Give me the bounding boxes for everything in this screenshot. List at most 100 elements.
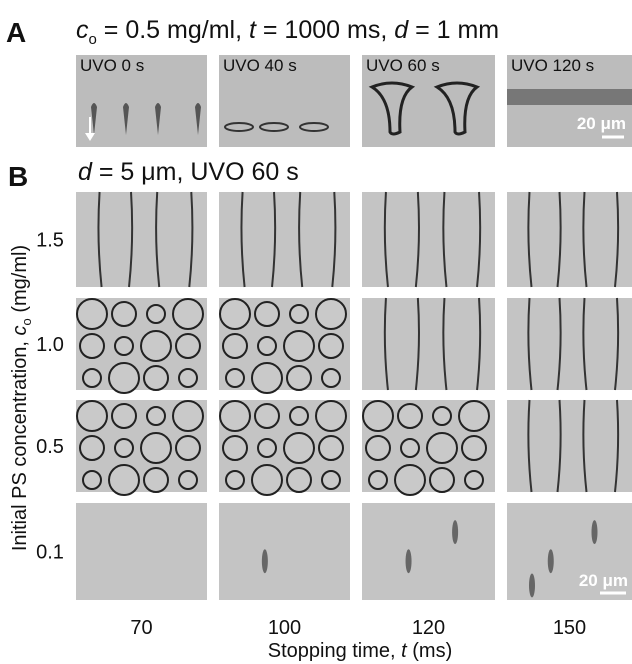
- droplet: [433, 81, 481, 136]
- stripe: [614, 399, 620, 493]
- cell: [251, 464, 283, 496]
- cell: [143, 365, 169, 391]
- cell: [225, 470, 245, 490]
- row-label: 1.0: [36, 334, 64, 356]
- cell: [286, 365, 312, 391]
- cell: [225, 368, 245, 388]
- cell: [82, 470, 102, 490]
- stripe: [188, 191, 194, 288]
- cell: [321, 368, 341, 388]
- column-label: 100: [268, 617, 301, 639]
- droplet: [259, 122, 289, 132]
- y-axis-label: Initial PS concentration, co (mg/ml): [9, 245, 34, 551]
- stripe: [414, 297, 420, 391]
- stripe: [614, 191, 620, 288]
- image-label: UVO 0 s: [80, 56, 144, 75]
- cell: [365, 435, 391, 461]
- column-label: 150: [553, 617, 586, 639]
- cell: [178, 470, 198, 490]
- stripe: [298, 191, 304, 288]
- stripe: [614, 297, 620, 391]
- micrograph: [507, 298, 632, 390]
- arrow-head: [85, 133, 95, 141]
- cell: [219, 298, 251, 330]
- cell: [321, 470, 341, 490]
- cell: [397, 403, 423, 429]
- micrograph: [507, 400, 632, 492]
- cell: [108, 362, 140, 394]
- scale-bar-label: 20 μm: [577, 114, 626, 133]
- cell: [257, 336, 277, 356]
- cell: [318, 333, 344, 359]
- panel-label: B: [8, 161, 28, 192]
- droplet: [368, 81, 416, 136]
- cell: [315, 400, 347, 432]
- image-label: UVO 120 s: [511, 56, 594, 75]
- stripe: [414, 191, 420, 288]
- cell: [146, 406, 166, 426]
- stripe: [128, 191, 134, 288]
- cell: [289, 304, 309, 324]
- cell: [82, 368, 102, 388]
- cell: [429, 467, 455, 493]
- column-label: 70: [130, 617, 152, 639]
- droplet: [591, 520, 598, 545]
- cell: [108, 464, 140, 496]
- cell: [254, 301, 280, 327]
- scale-bar-label: 20 μm: [579, 571, 628, 590]
- row-label: 0.5: [36, 436, 64, 458]
- stripe: [556, 399, 562, 493]
- cell: [76, 298, 108, 330]
- cell: [458, 400, 490, 432]
- droplet: [91, 103, 97, 135]
- cell: [146, 304, 166, 324]
- cell: [76, 400, 108, 432]
- cell: [400, 438, 420, 458]
- column-label: 120: [412, 617, 445, 639]
- stripe: [582, 191, 588, 288]
- cell: [464, 470, 484, 490]
- cell: [432, 406, 452, 426]
- cell: [318, 435, 344, 461]
- image-label: UVO 40 s: [223, 56, 297, 75]
- cell: [79, 435, 105, 461]
- cell: [286, 467, 312, 493]
- stripe: [527, 297, 533, 391]
- panel-b-title: d = 5 μm, UVO 60 s: [78, 158, 299, 186]
- cell: [172, 400, 204, 432]
- stripe: [527, 399, 533, 493]
- cell: [178, 368, 198, 388]
- cell: [362, 400, 394, 432]
- cell: [222, 333, 248, 359]
- micrograph: [76, 503, 207, 600]
- stripe: [582, 399, 588, 493]
- droplet: [123, 103, 129, 135]
- stripe: [556, 297, 562, 391]
- stripe: [155, 191, 161, 288]
- cell: [461, 435, 487, 461]
- cell: [219, 400, 251, 432]
- cell: [315, 298, 347, 330]
- micrograph: [76, 192, 207, 287]
- droplet: [299, 122, 329, 132]
- droplet: [224, 122, 254, 132]
- row-label: 1.5: [36, 230, 64, 252]
- cell: [222, 435, 248, 461]
- stripe: [240, 191, 246, 288]
- droplet: [261, 549, 268, 574]
- cell: [172, 298, 204, 330]
- row-label: 0.1: [36, 542, 64, 564]
- micrograph: [362, 298, 495, 390]
- micrograph: [219, 503, 350, 600]
- cell: [114, 438, 134, 458]
- cell: [114, 336, 134, 356]
- droplet: [195, 103, 201, 135]
- cell: [368, 470, 388, 490]
- micrograph: [507, 503, 632, 600]
- cell: [111, 403, 137, 429]
- stripe: [383, 297, 389, 391]
- stripe: [442, 297, 448, 391]
- cell: [140, 432, 172, 464]
- cell: [111, 301, 137, 327]
